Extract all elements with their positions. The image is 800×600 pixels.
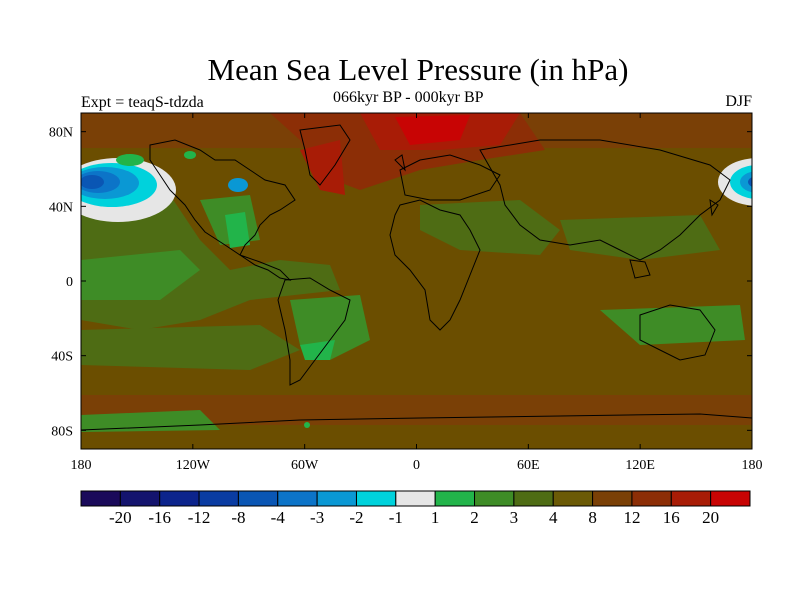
colorbar-label: -1 — [389, 508, 403, 527]
season-label: DJF — [725, 93, 752, 110]
tropical-pacific-green — [81, 250, 200, 300]
colorbar-swatch — [395, 490, 436, 507]
south-america-coast — [277, 277, 351, 386]
x-tick-label: 120E — [625, 458, 655, 473]
indonesia-coast — [629, 259, 651, 279]
asia-coast — [479, 139, 731, 261]
japan-coast — [709, 199, 719, 217]
x-tick-label: 0 — [413, 458, 420, 473]
colorbar-swatch — [316, 490, 357, 507]
x-tick-label: 180 — [71, 458, 92, 473]
colorbar-swatch — [119, 490, 161, 507]
colorbar-label: -20 — [109, 508, 132, 527]
colorbar-swatch — [80, 490, 121, 507]
colorbar-label: 16 — [663, 508, 680, 527]
colorbar-swatch — [552, 490, 594, 507]
colorbar-label: 4 — [549, 508, 558, 527]
asia-green — [560, 215, 720, 260]
antarctica-coast — [81, 413, 752, 431]
coastlines — [81, 124, 752, 431]
antarctic-green — [81, 410, 220, 432]
x-tick-label: 180 — [742, 458, 763, 473]
indo-pacific-green — [600, 305, 745, 345]
x-tick-label: 120W — [176, 458, 211, 473]
longitude-labels: 180 120W 60W 0 60E 120E 180 — [71, 458, 763, 473]
colorbar-label: -3 — [310, 508, 324, 527]
y-tick-label: 80N — [49, 126, 73, 141]
colorbar-swatch — [434, 490, 476, 507]
colorbar-label: -4 — [271, 508, 286, 527]
hudson-spot — [228, 178, 248, 192]
colorbar-label: 1 — [431, 508, 440, 527]
north-america-light — [225, 212, 250, 248]
colorbar-label: 12 — [623, 508, 640, 527]
map-subtitle: 066kyr BP - 000kyr BP — [333, 89, 484, 106]
x-tick-label: 60E — [517, 458, 540, 473]
colorbar-label: 2 — [470, 508, 479, 527]
x-tick-label: 60W — [291, 458, 319, 473]
colorbar-swatch — [670, 490, 712, 507]
axis-ticks — [80, 113, 753, 449]
colorbar-label: -16 — [148, 508, 171, 527]
colorbar-label: -8 — [231, 508, 245, 527]
greenland-high — [300, 140, 345, 195]
africa-coast — [389, 199, 481, 331]
colorbar-swatch — [355, 490, 397, 507]
colorbar-label: -12 — [188, 508, 211, 527]
colorbar-label: -2 — [349, 508, 363, 527]
y-tick-label: 80S — [51, 424, 73, 439]
colorbar-swatch — [592, 490, 633, 507]
pressure-field — [81, 113, 752, 449]
colorbar-swatch — [277, 490, 318, 507]
colorbar-label: 8 — [588, 508, 597, 527]
colorbar-swatch — [237, 490, 279, 507]
map-title: Mean Sea Level Pressure (in hPa) — [207, 52, 629, 87]
y-tick-label: 40N — [49, 200, 73, 215]
north-america-coast — [149, 139, 296, 281]
greenland-coast — [299, 124, 351, 186]
australia-coast — [639, 304, 716, 361]
colorbar-swatch — [631, 490, 672, 507]
experiment-label: Expt = teaqS-tdzda — [81, 94, 204, 111]
colorbar-label: 3 — [510, 508, 519, 527]
europe-coast — [399, 154, 501, 201]
colorbar-swatch — [513, 490, 554, 507]
south-pacific-green — [81, 325, 300, 370]
latitude-labels: 80N 40N 0 40S 80S — [49, 126, 73, 440]
colorbar-swatch — [159, 490, 200, 507]
y-tick-label: 40S — [51, 350, 73, 365]
colorbar-swatch — [474, 490, 515, 507]
colorbar: -20 -16 -12 -8 -4 -3 -2 -1 1 2 3 4 8 12 16 20 — [80, 490, 751, 527]
y-tick-label: 0 — [66, 275, 73, 290]
colorbar-swatch — [198, 490, 239, 507]
uk-coast — [394, 154, 406, 172]
arctic-high-peak — [395, 115, 470, 145]
colorbar-swatch — [710, 490, 751, 507]
colorbar-label: 20 — [702, 508, 719, 527]
